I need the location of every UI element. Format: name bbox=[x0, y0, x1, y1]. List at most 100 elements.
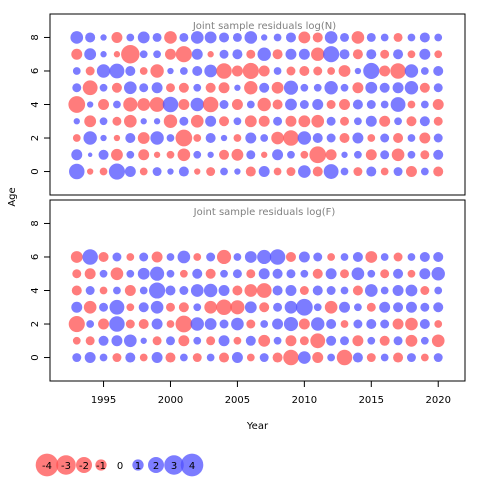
residual-bubble bbox=[99, 167, 108, 176]
residual-bubble bbox=[257, 249, 272, 265]
residual-bubble bbox=[233, 253, 242, 261]
residual-bubble bbox=[258, 115, 270, 127]
residual-bubble bbox=[111, 31, 123, 43]
residual-bubble bbox=[100, 34, 107, 41]
residual-bubble bbox=[272, 318, 284, 330]
residual-bubble bbox=[219, 319, 229, 329]
residual-bubble bbox=[298, 48, 310, 60]
residual-bubble bbox=[218, 335, 230, 347]
bubbles-log-n bbox=[68, 31, 444, 180]
residual-bubble bbox=[419, 268, 431, 280]
residual-bubble bbox=[366, 302, 376, 312]
residual-bubble bbox=[192, 268, 203, 279]
residual-bubble bbox=[419, 32, 430, 43]
residual-bubble bbox=[84, 268, 96, 280]
residual-bubble bbox=[139, 286, 148, 295]
residual-bubble bbox=[380, 286, 389, 295]
residual-bubble bbox=[351, 267, 365, 281]
residual-bubble bbox=[325, 149, 337, 161]
bubbles-log-f bbox=[68, 249, 445, 366]
legend-label: -4 bbox=[42, 461, 52, 472]
residual-bubble bbox=[218, 285, 230, 296]
residual-bubble bbox=[324, 81, 338, 95]
residual-bubble bbox=[324, 300, 338, 314]
legend-bubble bbox=[164, 455, 184, 475]
residual-bubble bbox=[125, 133, 136, 144]
residual-bubble bbox=[204, 64, 217, 78]
residual-bubble bbox=[84, 115, 97, 128]
residual-bubble bbox=[190, 114, 204, 128]
x-tick-label: 1995 bbox=[91, 395, 116, 406]
residual-bubble bbox=[258, 268, 270, 280]
residual-bubble bbox=[407, 134, 416, 142]
residual-bubble bbox=[166, 269, 175, 278]
residual-bubble bbox=[261, 151, 268, 158]
x-tick-label: 2015 bbox=[359, 395, 384, 406]
residual-bubble bbox=[218, 82, 230, 94]
residual-bubble bbox=[206, 353, 215, 362]
residual-bubble bbox=[392, 285, 404, 296]
residual-bubble bbox=[273, 116, 283, 126]
residual-bubble bbox=[205, 82, 216, 93]
residual-bubble bbox=[137, 31, 150, 44]
residual-bubble bbox=[166, 336, 175, 346]
panel-log-n-y-axis: 0 2 4 6 8 bbox=[30, 34, 50, 175]
residual-bubble bbox=[407, 33, 416, 42]
residual-bubble bbox=[244, 115, 257, 128]
residual-bubble bbox=[339, 49, 350, 60]
residual-bubble bbox=[272, 99, 283, 110]
residual-bubble bbox=[340, 286, 349, 295]
residual-bubble bbox=[283, 349, 299, 366]
x-tick-label: 2005 bbox=[225, 395, 250, 406]
legend-bubble bbox=[132, 459, 144, 471]
residual-bubble bbox=[353, 319, 363, 329]
residual-bubble bbox=[309, 146, 327, 164]
residual-bubble bbox=[380, 133, 390, 143]
residual-bubble bbox=[149, 282, 166, 299]
residual-bubble bbox=[123, 97, 138, 112]
residual-bubble bbox=[113, 134, 121, 142]
residual-bubble bbox=[86, 168, 94, 175]
residual-bubble bbox=[323, 46, 340, 63]
residual-bubble bbox=[352, 335, 364, 347]
residual-bubble bbox=[433, 353, 443, 363]
residual-bubble bbox=[380, 269, 390, 279]
residual-bubble bbox=[245, 132, 257, 144]
residual-bubble bbox=[352, 49, 363, 60]
residual-bubble bbox=[124, 285, 136, 296]
residual-bubble bbox=[327, 253, 336, 261]
residual-bubble bbox=[126, 150, 135, 159]
residual-bubble bbox=[311, 114, 325, 128]
residual-bubble bbox=[86, 320, 95, 328]
residual-bubble bbox=[126, 303, 135, 312]
residual-bubble bbox=[111, 148, 123, 161]
residual-bubble bbox=[126, 253, 135, 261]
residual-bubble bbox=[340, 253, 349, 261]
panel-log-f: Joint sample residuals log(F) 0 2 4 6 8 bbox=[30, 199, 466, 382]
residual-bubble bbox=[100, 134, 107, 142]
residual-bubble bbox=[283, 130, 299, 146]
residual-bubble bbox=[245, 335, 256, 346]
panel-log-f-y-axis: 0 2 4 6 8 bbox=[30, 220, 50, 361]
residual-bubble bbox=[231, 352, 243, 364]
residual-bubble bbox=[220, 167, 228, 176]
residual-bubble bbox=[393, 302, 404, 313]
residual-bubble bbox=[272, 149, 284, 161]
residual-bubble bbox=[233, 134, 242, 142]
residual-bubble bbox=[216, 249, 232, 265]
legend-label: -2 bbox=[79, 461, 89, 472]
residual-bubble bbox=[111, 82, 122, 93]
residual-bubble bbox=[312, 133, 323, 144]
residual-bubble bbox=[420, 336, 429, 345]
residual-bubble bbox=[393, 252, 403, 262]
residual-bubble bbox=[379, 65, 391, 77]
residual-bubble bbox=[162, 96, 179, 113]
residual-bubble bbox=[70, 31, 84, 44]
residual-bubble bbox=[204, 318, 217, 330]
residual-bubble bbox=[407, 269, 416, 278]
residual-bubble bbox=[179, 32, 189, 42]
y-tick-label: 0 bbox=[30, 354, 41, 360]
residual-bubble bbox=[179, 116, 189, 126]
residual-bubble bbox=[220, 269, 228, 278]
